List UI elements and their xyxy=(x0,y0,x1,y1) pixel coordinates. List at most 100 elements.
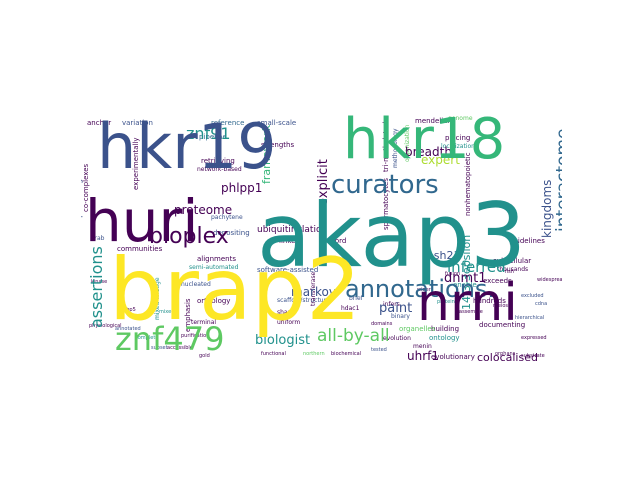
cloud-word: breadth xyxy=(405,145,452,159)
cloud-word: hkr19 xyxy=(97,110,277,183)
cloud-word: thousands xyxy=(497,266,529,273)
cloud-word: documenting xyxy=(479,321,526,329)
cloud-word: network-based xyxy=(197,166,242,173)
cloud-word: record xyxy=(324,237,347,245)
cloud-word: proteome xyxy=(174,203,233,217)
cloud-word: uhrf1 xyxy=(407,349,440,362)
cloud-word: hdac1 xyxy=(341,305,360,312)
cloud-word: interactome xyxy=(553,128,562,232)
cloud-word: binary xyxy=(391,313,410,320)
cloud-word: scaffold/structural xyxy=(277,297,332,304)
cloud-word: anchor xyxy=(87,119,112,127)
cloud-word: accessible xyxy=(167,345,193,351)
cloud-word: hundreds xyxy=(473,297,506,305)
cloud-word: znf479 xyxy=(115,320,225,358)
cloud-word: all-by-all xyxy=(317,326,390,346)
cloud-word: domains xyxy=(371,321,393,327)
cloud-word: fish xyxy=(505,269,514,275)
cloud-word: paint xyxy=(379,301,413,316)
cloud-word: brief xyxy=(349,295,363,302)
cloud-word: reference xyxy=(211,119,245,127)
cloud-word: northern xyxy=(303,351,325,357)
cloud-word: huri xyxy=(85,187,199,255)
cloud-word: mixed xyxy=(159,309,175,315)
cloud-word: excluded xyxy=(521,293,544,299)
cloud-word: orphans xyxy=(495,351,516,357)
cloud-word: pachytene xyxy=(211,214,243,221)
cloud-word: menin xyxy=(413,343,432,350)
cloud-word: annotated xyxy=(115,326,141,332)
cloud-word: genome xyxy=(448,115,473,122)
cloud-word: semi-automated xyxy=(189,264,239,271)
cloud-word: nrni xyxy=(417,273,518,333)
cloud-word: biochemical xyxy=(331,351,362,357)
cloud-word: variation xyxy=(122,119,153,127)
cloud-word: meiosis xyxy=(493,303,512,309)
cloud-word: curators xyxy=(331,170,439,200)
cloud-word: kingdoms xyxy=(540,179,554,238)
cloud-word: krab xyxy=(91,235,105,242)
cloud-word: substrate xyxy=(521,353,545,359)
cloud-word: software-assisted xyxy=(257,266,319,274)
cloud-word: pipeline xyxy=(199,133,227,141)
cloud-word: linker xyxy=(279,237,299,245)
cloud-word: hierarchical xyxy=(515,315,545,321)
cloud-word: wider xyxy=(417,287,431,293)
cloud-word: evolutionary xyxy=(431,353,475,361)
cloud-word: ubiquitinylation xyxy=(257,225,328,235)
cloud-word: rbbp5 xyxy=(121,307,136,313)
cloud-word: complete xyxy=(135,335,159,341)
cloud-word: guidelines xyxy=(509,237,545,245)
cloud-word: physiological xyxy=(89,323,122,329)
cloud-word: cdna xyxy=(535,301,548,307)
cloud-word: evolution xyxy=(383,335,411,342)
cloud-word: expert xyxy=(421,153,460,167)
cloud-word: building xyxy=(431,325,460,333)
cloud-word: markov xyxy=(291,285,336,299)
cloud-word: retrieving xyxy=(201,157,235,165)
cloud-word: exceeds xyxy=(483,277,512,285)
cloud-word: ash21 xyxy=(427,249,461,262)
cloud-word: subcellular xyxy=(493,257,532,265)
cloud-word: communities xyxy=(117,245,163,253)
cloud-word: depositing xyxy=(213,229,250,237)
cloud-word: znf91 xyxy=(186,124,231,143)
cloud-word: akap3 xyxy=(257,184,527,287)
cloud-word: colocalised xyxy=(477,351,538,362)
cloud-word: expressed xyxy=(521,335,547,341)
cloud-word: kinase xyxy=(91,279,108,285)
cloud-word: small-scale xyxy=(257,119,297,127)
cloud-word: phlpp1 xyxy=(221,181,263,195)
cloud-word: functional xyxy=(261,351,286,357)
cloud-word: biologist xyxy=(255,333,311,348)
cloud-word: hkr18 xyxy=(343,107,506,172)
cloud-word: brap2 xyxy=(109,240,361,340)
cloud-word: organelles xyxy=(399,325,436,333)
word-cloud: small-scale reference variation anchor m… xyxy=(81,102,562,362)
cloud-word: uniform xyxy=(277,319,301,326)
cloud-word: enable xyxy=(453,281,477,289)
cloud-word: inferred xyxy=(447,258,506,276)
cloud-word: purification xyxy=(181,333,210,339)
cloud-word: tested xyxy=(371,347,387,353)
cloud-word: bioplex xyxy=(149,224,229,249)
cloud-word: alignments xyxy=(197,255,237,263)
cloud-word: nucleated xyxy=(181,281,211,288)
cloud-word: localization xyxy=(441,143,475,150)
cloud-word: terminal xyxy=(191,319,217,326)
cloud-word: orthology xyxy=(197,297,231,305)
cloud-word: shape xyxy=(277,309,296,316)
cloud-word: proteins xyxy=(437,299,458,305)
cloud-word: placing xyxy=(445,134,471,142)
cloud-word: ontology xyxy=(429,334,460,342)
cloud-word: mendelian xyxy=(415,117,452,125)
cloud-word: annotations. xyxy=(345,275,496,303)
cloud-word: assertions xyxy=(87,246,106,328)
cloud-word: subset xyxy=(151,345,168,351)
cloud-word: gold xyxy=(199,353,210,359)
cloud-word: infers xyxy=(383,301,400,308)
cloud-word: assemble xyxy=(459,309,483,315)
cloud-word: strengths xyxy=(261,141,295,149)
cloud-word: fusion xyxy=(445,271,461,277)
